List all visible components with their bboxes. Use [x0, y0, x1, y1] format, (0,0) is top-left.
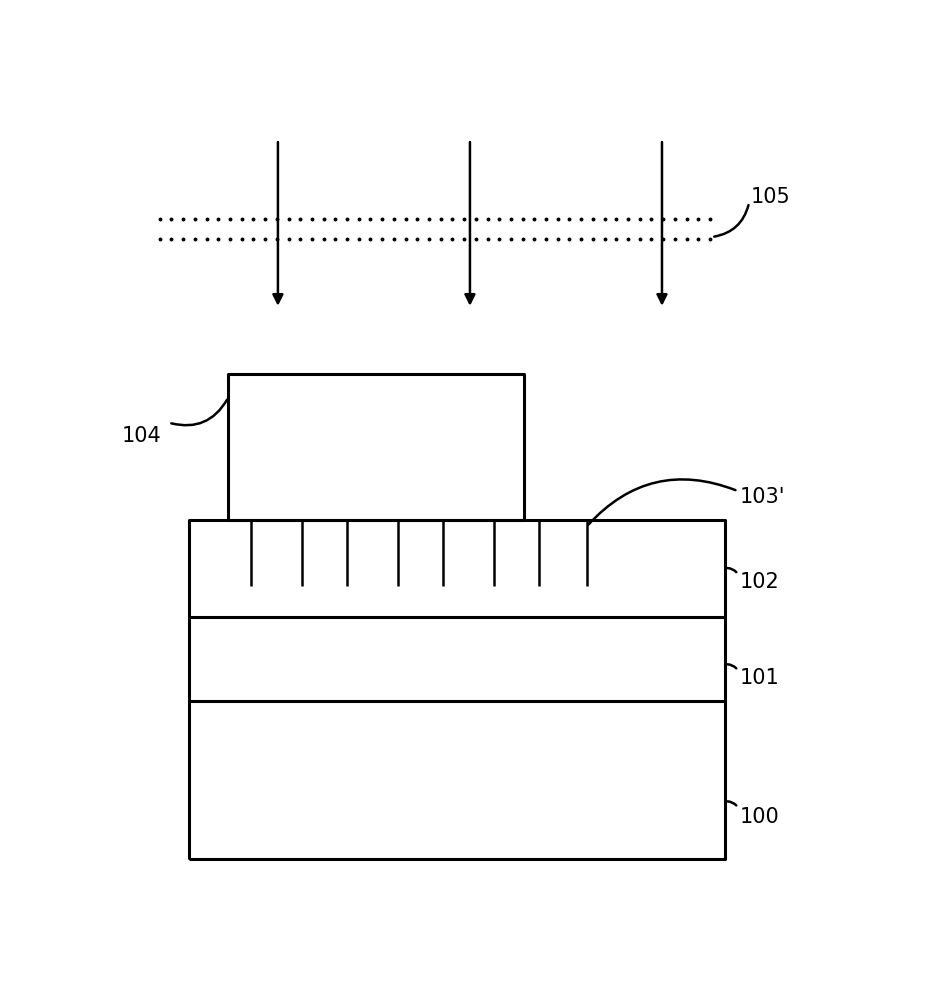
Text: 104: 104 — [121, 426, 161, 446]
Text: 103': 103' — [739, 487, 784, 507]
Text: 101: 101 — [739, 668, 779, 688]
Text: 105: 105 — [750, 187, 789, 207]
Text: 102: 102 — [739, 572, 779, 592]
Text: 100: 100 — [739, 807, 779, 827]
